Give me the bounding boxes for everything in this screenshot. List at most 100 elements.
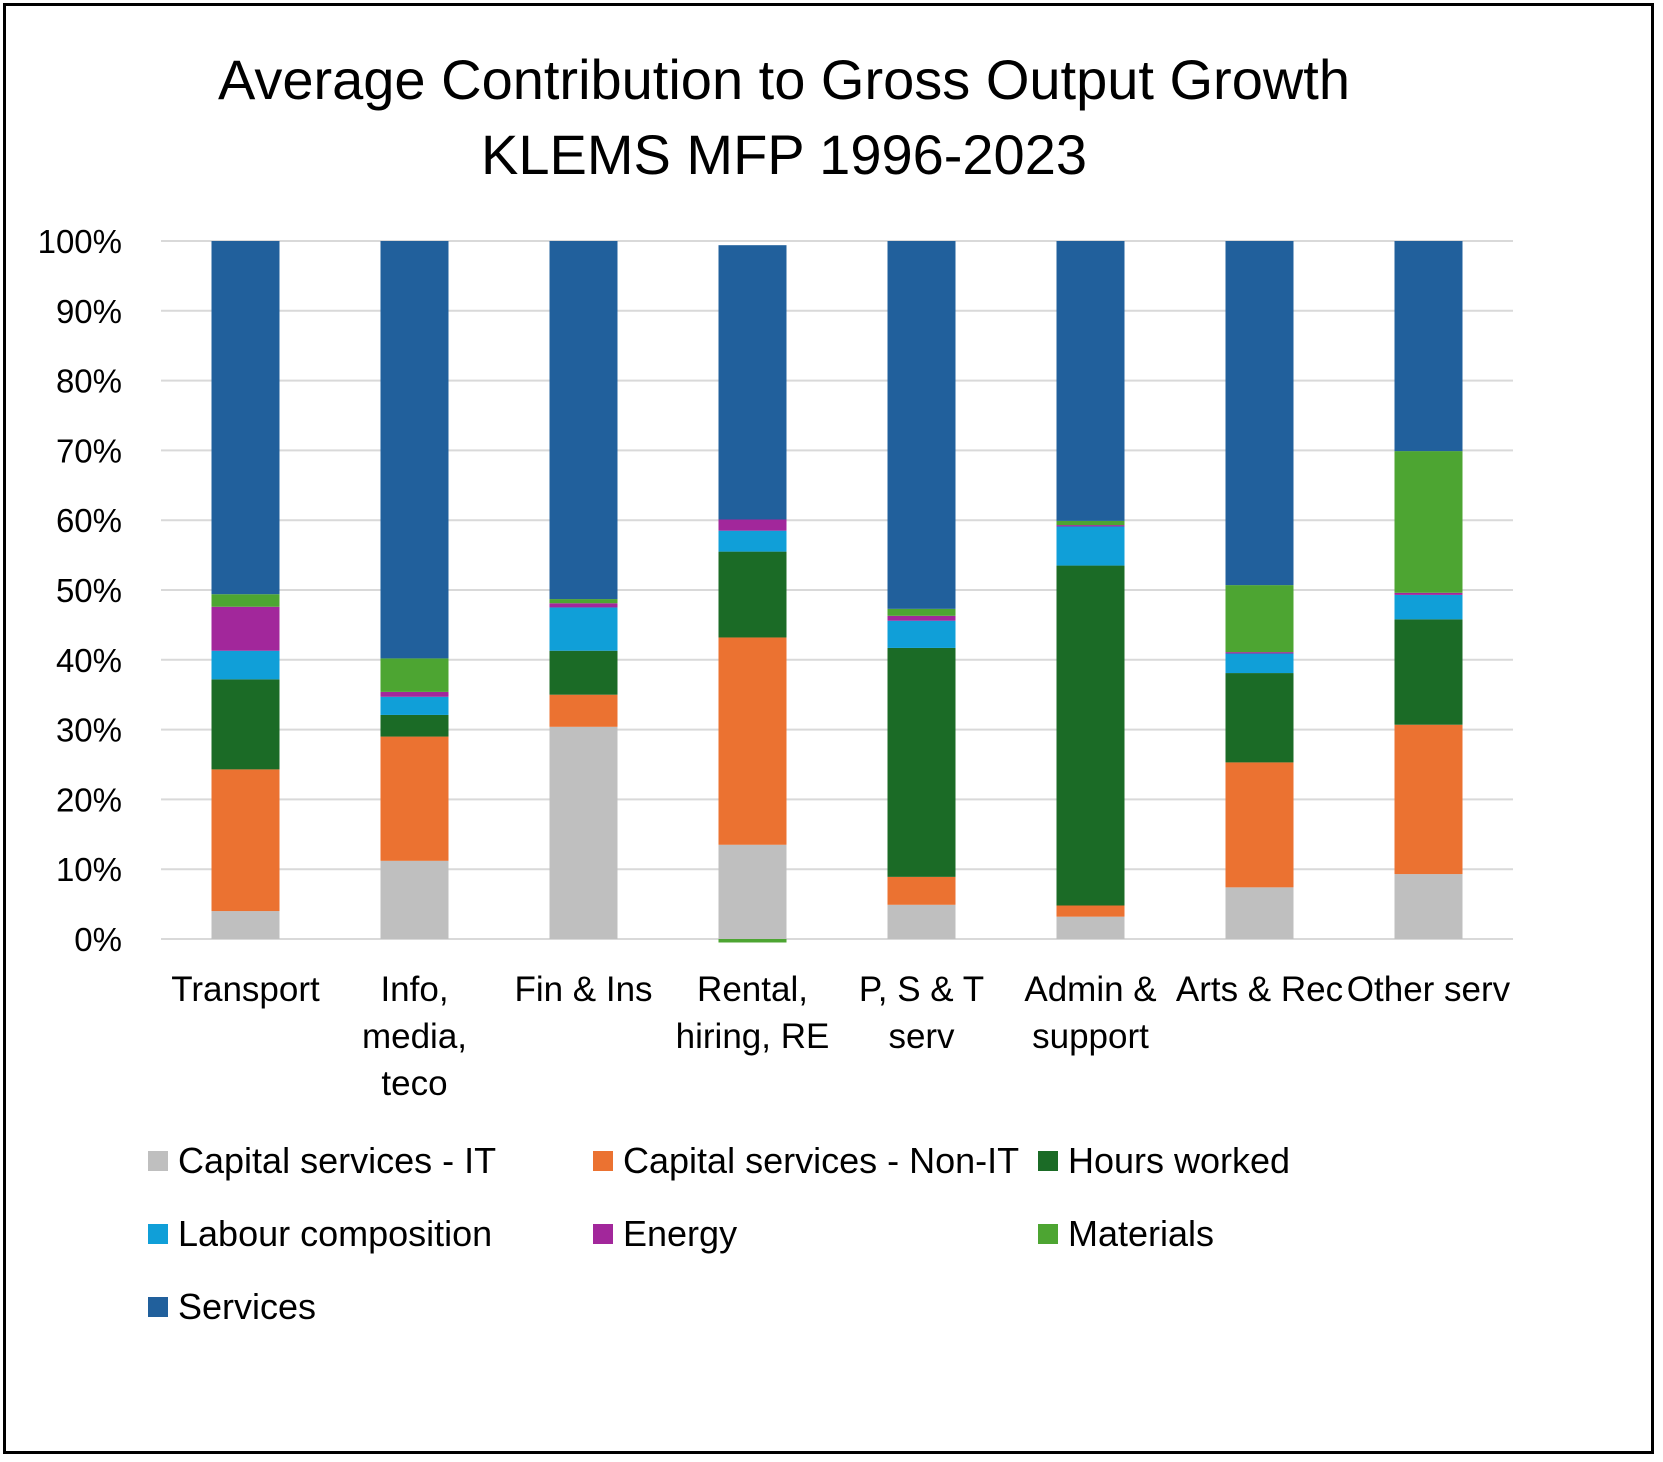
bar-segment — [549, 694, 618, 727]
bar-stack — [380, 241, 449, 939]
bar-stack — [718, 245, 787, 943]
bar-segment — [1056, 916, 1125, 939]
legend-swatch — [1038, 1151, 1058, 1171]
bar-segment — [718, 637, 787, 845]
y-axis-ticks: 0% 10% 20% 30% 40% 50% 60% 70% 80% 90% 100% — [38, 223, 122, 958]
x-tick-label: serv — [888, 1017, 955, 1056]
y-tick-label: 70% — [56, 432, 122, 469]
bar-stack — [887, 241, 956, 939]
bar-segment — [1225, 585, 1294, 653]
bar-segment — [887, 241, 956, 609]
legend-label: Capital services - Non-IT — [623, 1140, 1019, 1181]
bar-segment — [887, 647, 956, 877]
bar-segment — [1056, 526, 1125, 566]
bar-segment — [549, 599, 618, 604]
bar-segment — [718, 245, 787, 520]
x-tick-label: Other serv — [1347, 970, 1511, 1009]
bar-segment — [380, 714, 449, 737]
bar-segment — [211, 911, 280, 939]
bar-segment — [718, 551, 787, 638]
bar-segment — [549, 650, 618, 695]
bar-segment — [1394, 241, 1463, 452]
bar-segment — [380, 691, 449, 697]
y-tick-label: 40% — [56, 642, 122, 679]
bar-segment — [887, 904, 956, 939]
bar-segment — [211, 241, 280, 595]
bar-segment — [380, 736, 449, 861]
chart-subtitle: KLEMS MFP 1996-2023 — [481, 123, 1087, 186]
y-tick-label: 50% — [56, 572, 122, 609]
bar-segment — [380, 696, 449, 715]
legend-label: Labour composition — [178, 1213, 492, 1254]
y-tick-label: 60% — [56, 502, 122, 539]
bar-segment — [211, 679, 280, 770]
x-tick-label: Arts & Rec — [1176, 970, 1343, 1009]
bar-segment — [887, 876, 956, 905]
bar-segment — [549, 726, 618, 939]
legend-label: Energy — [623, 1213, 737, 1254]
bar-segment — [718, 939, 787, 943]
chart-svg: Average Contribution to Gross Output Gro… — [38, 48, 1513, 1327]
y-tick-label: 80% — [56, 363, 122, 400]
x-tick-label: Rental, — [697, 970, 808, 1009]
x-axis-labels: Transport Info, media, teco Fin & Ins Rental,… — [171, 970, 1510, 1103]
bar-segment — [1056, 241, 1125, 521]
x-tick-label: Transport — [171, 970, 320, 1009]
bar-segment — [1225, 241, 1294, 586]
legend-item: Energy — [593, 1213, 737, 1254]
bar-segment — [1225, 887, 1294, 939]
bar-segment — [211, 769, 280, 912]
bar-segment — [887, 620, 956, 648]
bar-segment — [1056, 525, 1125, 527]
bar-segment — [718, 530, 787, 552]
legend-label: Capital services - IT — [178, 1140, 496, 1181]
legend: Capital services - IT Capital services - … — [148, 1140, 1290, 1327]
x-tick-label: P, S & T — [859, 970, 984, 1009]
bar-segment — [887, 608, 956, 616]
legend-item: Hours worked — [1038, 1140, 1290, 1181]
x-tick-label: support — [1032, 1017, 1149, 1056]
bar-segment — [549, 603, 618, 608]
legend-item: Services — [148, 1286, 316, 1327]
legend-swatch — [148, 1224, 168, 1244]
bar-segment — [1225, 762, 1294, 888]
bar-segment — [887, 615, 956, 621]
bar-segment — [549, 241, 618, 600]
legend-label: Materials — [1068, 1213, 1214, 1254]
bar-segment — [211, 594, 280, 607]
legend-item: Capital services - IT — [148, 1140, 496, 1181]
bar-segment — [380, 241, 449, 659]
bar-segment — [1394, 451, 1463, 593]
y-tick-label: 20% — [56, 781, 122, 818]
bar-segment — [1225, 673, 1294, 763]
x-tick-label: media, — [362, 1017, 467, 1056]
legend-swatch — [148, 1297, 168, 1317]
legend-label: Services — [178, 1286, 316, 1327]
bar-segment — [380, 658, 449, 692]
bar-segment — [1394, 724, 1463, 875]
bar-segment — [1225, 653, 1294, 674]
bar-segment — [211, 650, 280, 680]
x-tick-label: Info, — [380, 970, 448, 1009]
bar-stack — [1225, 241, 1294, 939]
legend-swatch — [1038, 1224, 1058, 1244]
x-tick-label: Admin & — [1024, 970, 1156, 1009]
bar-segment — [1394, 874, 1463, 939]
legend-item: Materials — [1038, 1213, 1214, 1254]
legend-label: Hours worked — [1068, 1140, 1290, 1181]
y-tick-label: 100% — [38, 223, 122, 260]
chart-frame: Average Contribution to Gross Output Gro… — [3, 3, 1654, 1454]
legend-swatch — [593, 1151, 613, 1171]
bar-segment — [1056, 905, 1125, 917]
y-tick-label: 0% — [74, 921, 122, 958]
legend-swatch — [148, 1151, 168, 1171]
bar-stack — [211, 241, 280, 939]
legend-swatch — [593, 1224, 613, 1244]
bar-segment — [1056, 520, 1125, 526]
x-tick-label: hiring, RE — [676, 1017, 830, 1056]
bar-stack — [1056, 241, 1125, 939]
y-tick-label: 10% — [56, 851, 122, 888]
legend-item: Capital services - Non-IT — [593, 1140, 1019, 1181]
bar-segment — [1056, 565, 1125, 906]
y-tick-label: 90% — [56, 293, 122, 330]
